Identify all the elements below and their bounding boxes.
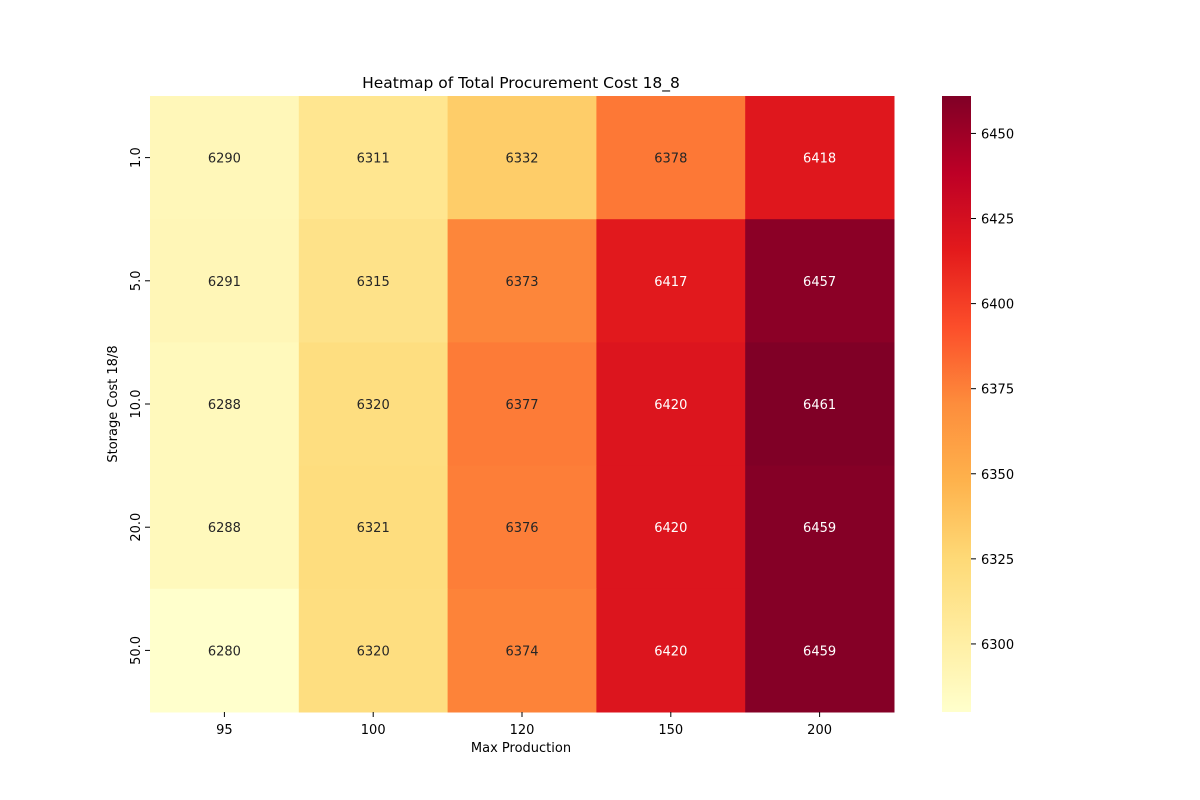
colorbar-ticks: 6300 6325 6350 6375 6400 6425 6450 [971, 127, 1014, 653]
cell-value-label: 6378 [654, 152, 687, 167]
colorbar-tick-label: 6350 [981, 468, 1014, 483]
cell-value-label: 6459 [803, 521, 836, 536]
heatmap-cell [150, 96, 300, 220]
x-tick-label: 120 [510, 723, 535, 738]
cell-value-label: 6315 [357, 275, 390, 290]
cell-value-label: 6420 [654, 398, 687, 413]
heatmap-cell [745, 588, 895, 713]
colorbar-tick-label: 6325 [981, 553, 1014, 568]
heatmap-cells [150, 96, 895, 713]
heatmap-cell [298, 342, 449, 467]
x-tick-label: 100 [361, 723, 386, 738]
heatmap-cell [298, 96, 449, 220]
cell-value-label: 6311 [357, 152, 390, 167]
colorbar-tick-label: 6375 [981, 383, 1014, 398]
heatmap-cell [447, 342, 597, 467]
y-axis-label: Storage Cost 18/8 [106, 345, 121, 462]
cell-value-label: 6374 [505, 644, 538, 659]
cell-value-label: 6332 [505, 152, 538, 167]
heatmap-cell [447, 588, 597, 713]
cell-value-label: 6457 [803, 275, 836, 290]
cell-value-label: 6417 [654, 275, 687, 290]
heatmap-cell [745, 219, 895, 343]
cell-value-label: 6418 [803, 152, 836, 167]
heatmap-cell [298, 588, 449, 713]
cell-value-label: 6288 [208, 521, 241, 536]
cell-value-label: 6320 [357, 644, 390, 659]
colorbar-tick-label: 6425 [981, 213, 1014, 228]
heatmap-cell [447, 96, 597, 220]
colorbar [942, 96, 971, 712]
heatmap-cell [150, 342, 300, 467]
cell-value-label: 6420 [654, 644, 687, 659]
colorbar-tick-label: 6450 [981, 127, 1014, 142]
cell-value-label: 6376 [505, 521, 538, 536]
heatmap-cell [150, 465, 300, 590]
cell-value-label: 6321 [357, 521, 390, 536]
y-tick-label: 10.0 [129, 390, 144, 419]
heatmap-cell [745, 465, 895, 590]
heatmap-cell-labels: 6290 6311 6332 6378 6418 6291 6315 6373 6417 6457… [208, 152, 836, 660]
cell-value-label: 6291 [208, 275, 241, 290]
colorbar-tick-label: 6400 [981, 298, 1014, 313]
heatmap-cell [596, 588, 746, 713]
cell-value-label: 6459 [803, 644, 836, 659]
y-tick-label: 50.0 [129, 636, 144, 665]
chart-title: Heatmap of Total Procurement Cost 18_8 [362, 74, 680, 93]
heatmap-cell [596, 465, 746, 590]
cell-value-label: 6377 [505, 398, 538, 413]
heatmap-cell [298, 219, 449, 343]
colorbar-tick-label: 6300 [981, 638, 1014, 653]
y-tick-label: 1.0 [129, 147, 144, 168]
heatmap-cell [447, 219, 597, 343]
y-tick-label: 20.0 [129, 513, 144, 542]
y-tick-label: 5.0 [129, 270, 144, 291]
x-tick-label: 150 [658, 723, 683, 738]
cell-value-label: 6280 [208, 644, 241, 659]
x-tick-label: 200 [807, 723, 832, 738]
cell-value-label: 6461 [803, 398, 836, 413]
heatmap-cell [596, 342, 746, 467]
cell-value-label: 6288 [208, 398, 241, 413]
x-axis-ticks: 95 100 120 150 200 [216, 712, 832, 738]
heatmap-cell [298, 465, 449, 590]
cell-value-label: 6320 [357, 398, 390, 413]
heatmap-cell [745, 342, 895, 467]
heatmap-cell [745, 96, 895, 220]
heatmap-cell [150, 219, 300, 343]
heatmap-cell [447, 465, 597, 590]
cell-value-label: 6420 [654, 521, 687, 536]
cell-value-label: 6290 [208, 152, 241, 167]
y-axis-ticks: 1.0 5.0 10.0 20.0 50.0 [129, 147, 150, 665]
heatmap-cell [596, 219, 746, 343]
x-tick-label: 95 [216, 723, 233, 738]
heatmap-cell [150, 588, 300, 713]
heatmap-cell [596, 96, 746, 220]
cell-value-label: 6373 [505, 275, 538, 290]
x-axis-label: Max Production [471, 741, 571, 756]
